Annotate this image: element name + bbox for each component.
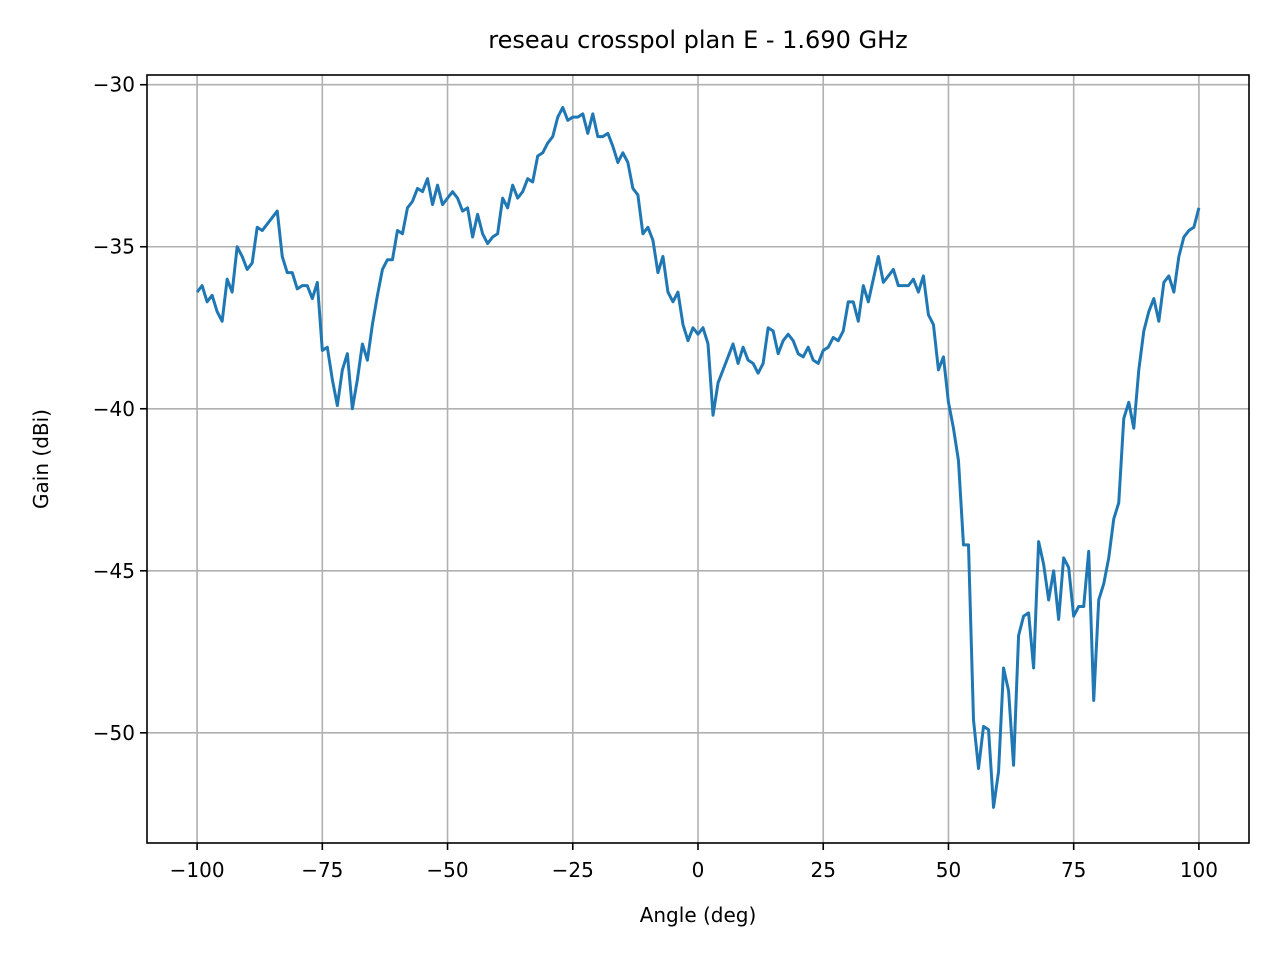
y-tick-label: −45 [93, 559, 135, 583]
y-tick-label: −40 [93, 397, 135, 421]
x-tick-label: −75 [301, 858, 343, 882]
x-axis-label: Angle (deg) [640, 903, 757, 927]
data-line [195, 105, 1201, 809]
x-tick-label: 75 [1061, 858, 1086, 882]
y-axis-label: Gain (dBi) [29, 409, 53, 509]
x-tick-label: −50 [426, 858, 468, 882]
x-tick-label: 100 [1180, 858, 1218, 882]
y-tick-label: −35 [93, 235, 135, 259]
plot [195, 105, 1201, 809]
y-tick-label: −30 [93, 73, 135, 97]
grid [147, 75, 1249, 843]
y-tick-label: −50 [93, 721, 135, 745]
chart-title: reseau crosspol plan E - 1.690 GHz [488, 26, 907, 54]
ticks: −100 −75 −50 −25 0 25 50 75 100 −30 −35 −40 −45 −50 [93, 73, 1218, 882]
x-tick-label: 25 [811, 858, 836, 882]
x-tick-label: 0 [692, 858, 705, 882]
x-tick-label: −100 [170, 858, 225, 882]
x-tick-label: 50 [936, 858, 961, 882]
x-tick-label: −25 [552, 858, 594, 882]
